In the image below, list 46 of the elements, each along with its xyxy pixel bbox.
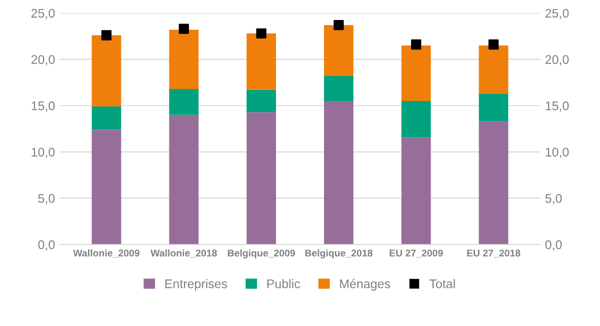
- bar: [246, 33, 276, 90]
- bar: [401, 45, 431, 101]
- bar: [478, 45, 508, 94]
- y-tick-label: 20,0: [31, 55, 55, 66]
- x-tick-label: Wallonie_2018: [150, 249, 217, 258]
- y-tick-label: 5,0: [38, 194, 55, 204]
- y2-tick-label: 0,0: [545, 240, 562, 251]
- point: [411, 39, 422, 50]
- point: [488, 39, 499, 50]
- bar: [246, 90, 276, 112]
- y2-tick-label: 5,0: [545, 194, 562, 204]
- bar: [401, 137, 431, 244]
- bar: [169, 114, 199, 244]
- bar: [478, 94, 508, 122]
- bar: [324, 25, 354, 76]
- bar: [92, 106, 122, 130]
- y-tick-label: 25,0: [31, 8, 55, 20]
- bar: [324, 76, 354, 101]
- legend-label: Entreprises: [165, 279, 228, 291]
- bar: [169, 88, 199, 115]
- y-tick-label: 15,0: [32, 101, 55, 112]
- bar: [246, 112, 276, 244]
- y2-tick-label: 25,0: [545, 8, 569, 20]
- legend-label: Total: [430, 279, 455, 288]
- bar: [169, 30, 199, 89]
- bar: [92, 35, 122, 107]
- y2-tick-label: 20,0: [545, 55, 569, 66]
- y-tick-label: 10,0: [32, 148, 55, 158]
- legend-label: Public: [267, 279, 300, 288]
- bar: [478, 121, 508, 244]
- x-tick-label: Belgique_2018: [305, 249, 372, 258]
- x-tick-label: EU 27_2018: [467, 250, 520, 258]
- point: [178, 24, 189, 34]
- point: [256, 28, 266, 38]
- point: [101, 30, 112, 40]
- bar: [324, 100, 354, 244]
- y2-tick-label: 10,0: [546, 148, 569, 158]
- legend-label: Ménages: [340, 278, 390, 291]
- x-tick-label: Wallonie_2009: [73, 249, 140, 258]
- point: [334, 20, 344, 30]
- y-tick-label: 0,0: [38, 240, 55, 251]
- y2-tick-label: 15,0: [546, 101, 569, 112]
- x-tick-label: EU 27_2009: [390, 250, 443, 258]
- bar: [92, 130, 122, 244]
- x-tick-label: Belgique_2009: [228, 249, 295, 258]
- bar: [401, 100, 431, 138]
